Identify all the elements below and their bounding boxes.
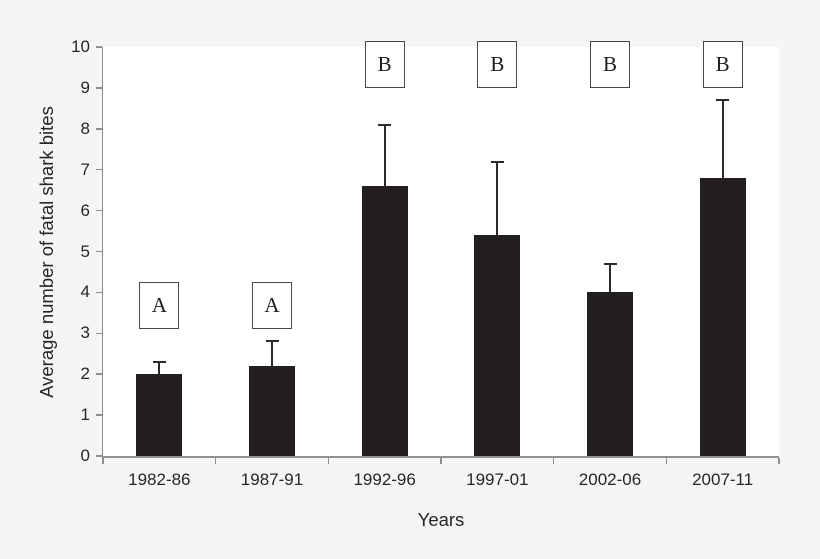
x-axis-tick bbox=[778, 458, 780, 464]
y-tick-label: 1 bbox=[80, 405, 90, 425]
bar-1992-96 bbox=[361, 186, 408, 456]
y-axis-tick bbox=[95, 291, 102, 294]
error-bar-line bbox=[721, 100, 724, 178]
y-axis-tick bbox=[95, 87, 102, 89]
y-axis-tick bbox=[95, 373, 102, 375]
y-axis-tick bbox=[95, 128, 102, 130]
x-axis-tick bbox=[665, 458, 668, 464]
y-tick-label: 8 bbox=[80, 118, 90, 138]
error-bar-cap bbox=[378, 123, 392, 126]
y-axis-title: Average number of fatal shark bites bbox=[36, 105, 57, 398]
error-bar-cap bbox=[265, 340, 279, 343]
x-tick-label: 1997-01 bbox=[466, 470, 529, 489]
x-axis-tick bbox=[327, 458, 330, 464]
y-axis-line bbox=[101, 47, 103, 458]
error-bar-line bbox=[383, 124, 386, 187]
y-tick-label: 0 bbox=[80, 446, 90, 465]
x-tick-label: 2002-06 bbox=[578, 470, 642, 489]
error-bar-cap bbox=[490, 160, 504, 163]
y-tick-label: 7 bbox=[80, 159, 90, 179]
bar-2002-06 bbox=[587, 292, 633, 456]
bar-1982-86 bbox=[136, 374, 183, 456]
x-axis-title: Years bbox=[417, 509, 465, 530]
error-bar-cap bbox=[716, 99, 730, 102]
significance-letter-5: B bbox=[590, 41, 630, 89]
x-tick-label: 1987-91 bbox=[240, 470, 304, 489]
y-tick-label: 10 bbox=[71, 37, 90, 56]
significance-letter-3: B bbox=[364, 41, 405, 89]
y-axis-tick bbox=[95, 414, 102, 416]
y-tick-label: 3 bbox=[80, 323, 90, 343]
x-axis-tick bbox=[552, 458, 555, 464]
y-tick-label: 9 bbox=[80, 77, 90, 97]
x-tick-label: 2007-11 bbox=[692, 470, 754, 489]
significance-letter-4: B bbox=[477, 41, 518, 89]
x-axis-tick bbox=[440, 458, 442, 464]
y-axis-tick bbox=[95, 455, 102, 457]
significance-letter-6: B bbox=[702, 41, 743, 89]
y-axis-tick bbox=[95, 209, 102, 212]
error-bar-line bbox=[609, 263, 611, 293]
x-axis-tick bbox=[214, 458, 217, 464]
x-axis-line bbox=[101, 456, 779, 458]
y-tick-label: 2 bbox=[80, 364, 90, 384]
significance-letter-2: A bbox=[252, 281, 292, 329]
y-tick-label: 5 bbox=[80, 241, 90, 261]
y-tick-label: 6 bbox=[80, 200, 90, 220]
error-bar-cap bbox=[152, 360, 166, 363]
x-tick-label: 1982-86 bbox=[128, 470, 191, 489]
y-axis-tick bbox=[95, 46, 102, 48]
x-axis-tick bbox=[102, 458, 104, 464]
significance-letter-1: A bbox=[139, 281, 180, 329]
error-bar-line bbox=[271, 341, 273, 366]
bar-1987-91 bbox=[249, 366, 295, 456]
y-axis-tick bbox=[95, 168, 102, 171]
plot-area bbox=[103, 47, 779, 456]
error-bar-cap bbox=[603, 262, 617, 265]
x-tick-label: 1992-96 bbox=[353, 470, 416, 489]
bar-1997-01 bbox=[474, 235, 521, 456]
error-bar-line bbox=[158, 361, 161, 375]
bar-2007-11 bbox=[699, 177, 746, 456]
y-axis-tick bbox=[95, 332, 102, 335]
y-axis-tick bbox=[95, 250, 102, 253]
error-bar-line bbox=[496, 161, 499, 236]
y-tick-label: 4 bbox=[80, 282, 90, 302]
